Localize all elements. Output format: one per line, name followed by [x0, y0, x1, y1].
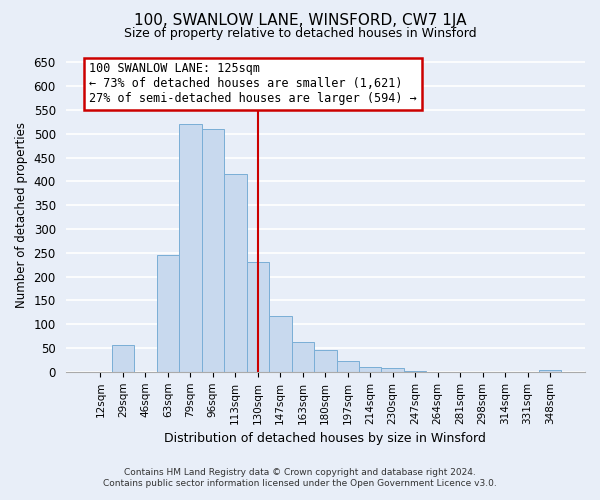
Text: Size of property relative to detached houses in Winsford: Size of property relative to detached ho…	[124, 28, 476, 40]
Bar	[359, 367, 382, 372]
X-axis label: Distribution of detached houses by size in Winsford: Distribution of detached houses by size …	[164, 432, 486, 445]
Text: 100, SWANLOW LANE, WINSFORD, CW7 1JA: 100, SWANLOW LANE, WINSFORD, CW7 1JA	[134, 12, 466, 28]
Bar	[112, 344, 134, 372]
Y-axis label: Number of detached properties: Number of detached properties	[15, 122, 28, 308]
Bar	[314, 350, 337, 372]
Bar	[337, 361, 359, 372]
Bar	[404, 371, 427, 372]
Bar	[382, 368, 404, 372]
Bar	[269, 316, 292, 372]
Bar	[224, 174, 247, 372]
Bar	[247, 262, 269, 372]
Bar	[539, 370, 562, 372]
Bar	[292, 342, 314, 372]
Bar	[179, 124, 202, 372]
Bar	[157, 255, 179, 372]
Text: 100 SWANLOW LANE: 125sqm
← 73% of detached houses are smaller (1,621)
27% of sem: 100 SWANLOW LANE: 125sqm ← 73% of detach…	[89, 62, 417, 106]
Text: Contains HM Land Registry data © Crown copyright and database right 2024.
Contai: Contains HM Land Registry data © Crown c…	[103, 468, 497, 487]
Bar	[202, 129, 224, 372]
